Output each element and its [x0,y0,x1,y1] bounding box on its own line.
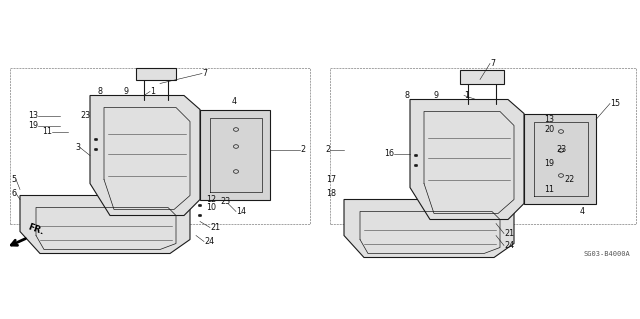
Polygon shape [20,196,190,254]
Polygon shape [200,109,270,199]
Text: 4: 4 [580,207,585,216]
Text: 23: 23 [220,197,230,206]
Text: 18: 18 [326,189,336,198]
Polygon shape [460,70,504,84]
Text: 9: 9 [434,91,439,100]
Text: 2: 2 [325,145,330,154]
Polygon shape [410,100,524,219]
Text: 19: 19 [28,121,38,130]
Text: 7: 7 [490,59,495,68]
Text: 23: 23 [556,145,566,154]
Text: 6: 6 [11,189,16,198]
Text: 19: 19 [544,159,554,168]
Polygon shape [90,95,200,216]
Text: 10: 10 [206,203,216,212]
Text: 9: 9 [124,87,129,96]
Ellipse shape [94,148,98,151]
Polygon shape [136,68,176,79]
Text: 22: 22 [564,175,574,184]
Text: 14: 14 [236,207,246,216]
Text: 23: 23 [80,111,90,120]
Text: 24: 24 [204,237,214,246]
Text: FR.: FR. [26,222,45,236]
Text: 11: 11 [42,127,52,136]
Ellipse shape [414,154,418,157]
Text: 16: 16 [384,149,394,158]
Text: 24: 24 [504,241,514,250]
Text: SG03-B4000A: SG03-B4000A [583,251,630,257]
Text: 3: 3 [75,143,80,152]
Polygon shape [524,114,596,204]
Text: 1: 1 [150,87,155,96]
Text: 7: 7 [202,69,207,78]
Text: 4: 4 [232,97,237,106]
Text: 11: 11 [544,185,554,194]
Ellipse shape [198,204,202,207]
Text: 2: 2 [300,145,305,154]
Text: 5: 5 [11,175,16,184]
Text: 13: 13 [28,111,38,120]
Text: 12: 12 [206,195,216,204]
Polygon shape [344,199,514,257]
Text: 21: 21 [504,229,514,238]
Ellipse shape [414,164,418,167]
Text: 8: 8 [405,91,410,100]
Text: 1: 1 [464,91,469,100]
Ellipse shape [94,138,98,141]
Text: 8: 8 [97,87,102,96]
Text: 17: 17 [326,175,336,184]
Text: 13: 13 [544,115,554,124]
Ellipse shape [198,214,202,217]
Text: 15: 15 [610,99,620,108]
Text: 21: 21 [210,223,220,232]
Text: 20: 20 [544,125,554,134]
